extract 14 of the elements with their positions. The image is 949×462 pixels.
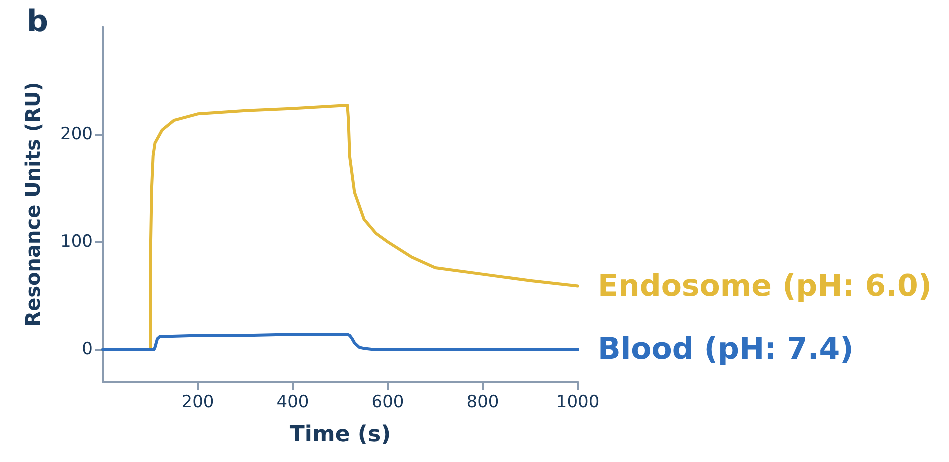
series-label: Endosome (pH: 6.0) xyxy=(598,268,932,304)
x-tick-label: 1000 xyxy=(556,392,600,412)
series-label: Blood (pH: 7.4) xyxy=(598,332,854,368)
y-tick-label: 0 xyxy=(82,340,93,360)
chart-title: b xyxy=(27,4,48,40)
x-tick-label: 400 xyxy=(276,392,310,412)
y-tick-label: 200 xyxy=(60,124,93,145)
line-series xyxy=(102,333,580,352)
y-tick-label: 100 xyxy=(60,232,93,252)
y-axis-title: Resonance Units (RU) xyxy=(21,82,45,327)
x-tick-label: 800 xyxy=(466,392,500,412)
x-tick-label: 600 xyxy=(372,392,404,412)
x-tick-label: 200 xyxy=(182,392,214,412)
x-axis-title: Time (s) xyxy=(290,422,392,448)
